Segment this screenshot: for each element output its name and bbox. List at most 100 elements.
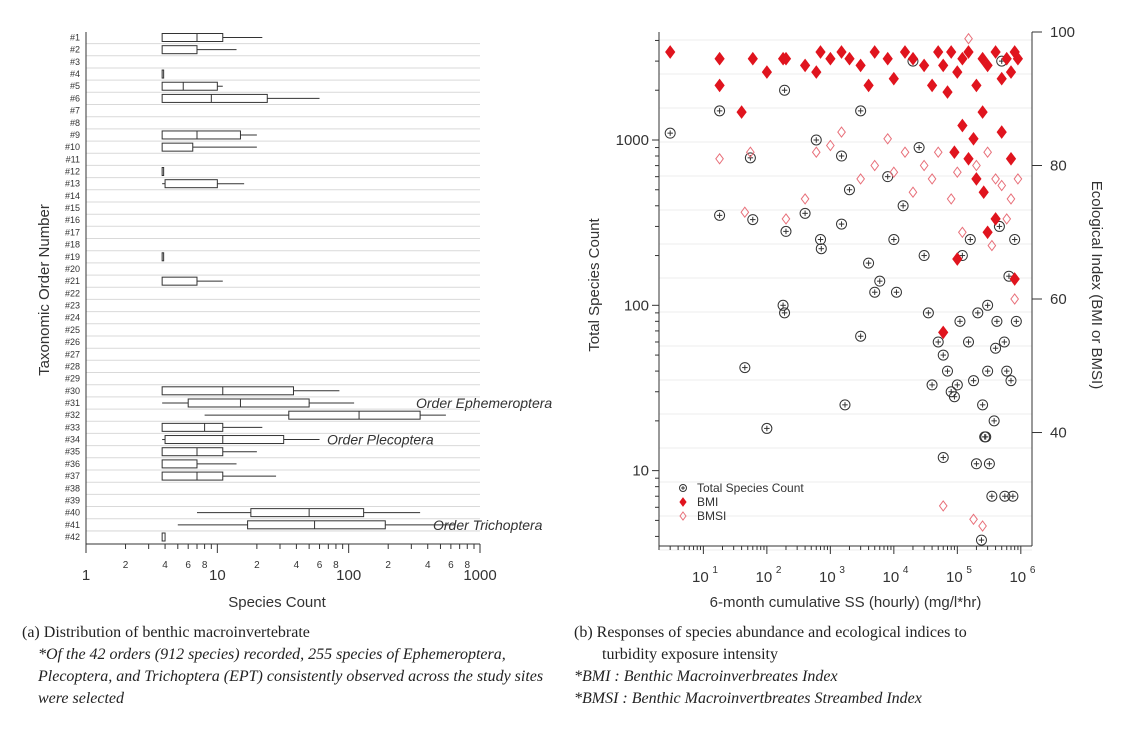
marker-circle: [890, 286, 902, 298]
y-right-tick-label: 80: [1050, 158, 1067, 175]
total-species-point: [982, 299, 994, 311]
total-species-point: [999, 490, 1011, 502]
x-tick-exponent: 3: [839, 565, 845, 576]
box-iqr: [161, 93, 268, 103]
y-tick-label: #10: [65, 142, 80, 152]
marker-circle: [714, 209, 726, 221]
bmsi-point: [972, 159, 981, 172]
box-iqr: [161, 386, 294, 396]
box-6: [161, 93, 320, 103]
bmi-point: [926, 78, 938, 93]
box-42: [161, 532, 166, 542]
bmi-point: [1005, 65, 1017, 79]
caption-b-note-1: *BMI : Benthic Macroinverbreates Index: [574, 668, 838, 685]
total-species-point: [1001, 365, 1013, 377]
total-species-point: [932, 336, 944, 348]
box-iqr: [161, 471, 224, 481]
marker-circle: [1009, 234, 1021, 246]
x-minor-tick-label: 4: [425, 560, 431, 571]
x-tick-exponent: 6: [1030, 565, 1036, 576]
annotation-label: Order Plecoptera: [327, 432, 434, 448]
marker-circle: [863, 257, 875, 269]
bmi-point: [780, 51, 792, 66]
total-species-point: [941, 365, 953, 377]
bmsi-point: [745, 146, 755, 159]
x-minor-tick-label: 8: [464, 560, 470, 571]
bmi-point: [990, 45, 1001, 59]
total-species-point: [977, 399, 989, 411]
caption-b-title-2: turbidity exposure intensity: [602, 646, 778, 663]
bmsi-point: [983, 146, 993, 159]
box-4: [161, 69, 165, 79]
total-species-point: [991, 315, 1003, 327]
box-19: [161, 252, 165, 262]
total-species-point: [993, 220, 1005, 232]
boxplot-panel: #1 #2 #3 #4 #5 #6 #7 #8 #9 #10 #11 #12 #13 #14 #15 #16 #…: [36, 32, 552, 610]
total-species-point: [863, 257, 875, 269]
x-tick-label: 10: [819, 569, 836, 586]
total-species-point: [780, 225, 792, 237]
box-iqr: [288, 410, 421, 420]
total-species-point: [926, 379, 938, 391]
bmi-point: [963, 151, 974, 166]
bmi-point: [811, 65, 822, 79]
y-tick-label: #20: [65, 264, 80, 274]
marker-circle: [1001, 365, 1013, 377]
bmi-point: [855, 58, 866, 73]
marker-circle: [679, 484, 687, 492]
x-axis-title: 6-month cumulative SS (hourly) (mg/l*hr): [710, 594, 982, 610]
marker-circle: [983, 458, 995, 470]
x-tick-label: 100: [336, 567, 361, 584]
caption-b: (b) Responses of species abundance and e…: [574, 622, 1114, 710]
marker-circle: [937, 452, 949, 464]
total-species-point: [980, 431, 992, 443]
bmi-point: [952, 252, 963, 266]
marker-circle: [991, 315, 1003, 327]
marker-circle: [970, 458, 982, 470]
box-iqr: [161, 142, 194, 152]
total-species-point: [968, 375, 980, 387]
bmi-point: [736, 105, 747, 119]
marker-circle: [897, 200, 909, 212]
total-species-point: [869, 286, 881, 298]
marker-circle: [714, 105, 726, 117]
marker-circle: [972, 307, 984, 319]
bmi-point: [799, 58, 811, 73]
marker-circle: [836, 218, 848, 230]
total-species-point: [836, 150, 848, 162]
y-tick-label: #39: [65, 496, 80, 506]
scatter-panel: 10 1 10 2 10 3 10 4 10 5 10 61010010004060801006-mo…: [586, 24, 1105, 610]
y-left-tick-label: 10: [632, 463, 649, 480]
total-species-point: [975, 534, 987, 546]
marker-circle: [843, 184, 855, 196]
x-tick-exponent: 1: [712, 565, 718, 576]
x-tick-exponent: 4: [903, 565, 909, 576]
marker-circle: [948, 391, 960, 403]
y-tick-label: #8: [70, 118, 80, 128]
bmi-point: [971, 172, 982, 186]
bmsi-point: [1013, 173, 1023, 185]
y-tick-label: #25: [65, 325, 80, 335]
bmsi-point: [740, 206, 750, 219]
total-species-point: [982, 365, 994, 377]
marker-circle: [993, 220, 1005, 232]
bmsi-point: [1006, 193, 1016, 205]
marker-circle: [888, 234, 900, 246]
y-tick-label: #38: [65, 483, 80, 493]
box-iqr: [250, 508, 365, 518]
annotation-label: Order Ephemeroptera: [416, 395, 552, 411]
marker-circle: [739, 362, 751, 374]
bmsi-point: [969, 513, 978, 526]
legend-label: Total Species Count: [697, 481, 804, 495]
marker-circle: [926, 379, 938, 391]
marker-circle: [988, 415, 1000, 427]
bmi-point: [933, 45, 944, 59]
marker-circle: [839, 399, 851, 411]
bmi-point: [946, 45, 957, 59]
y-tick-label: #24: [65, 313, 80, 323]
bmsi-point: [889, 166, 899, 179]
bmsi-point: [933, 146, 943, 159]
x-minor-tick-label: 6: [317, 560, 323, 571]
box-iqr: [161, 422, 224, 432]
caption-b-title-1: (b) Responses of species abundance and e…: [574, 624, 967, 641]
